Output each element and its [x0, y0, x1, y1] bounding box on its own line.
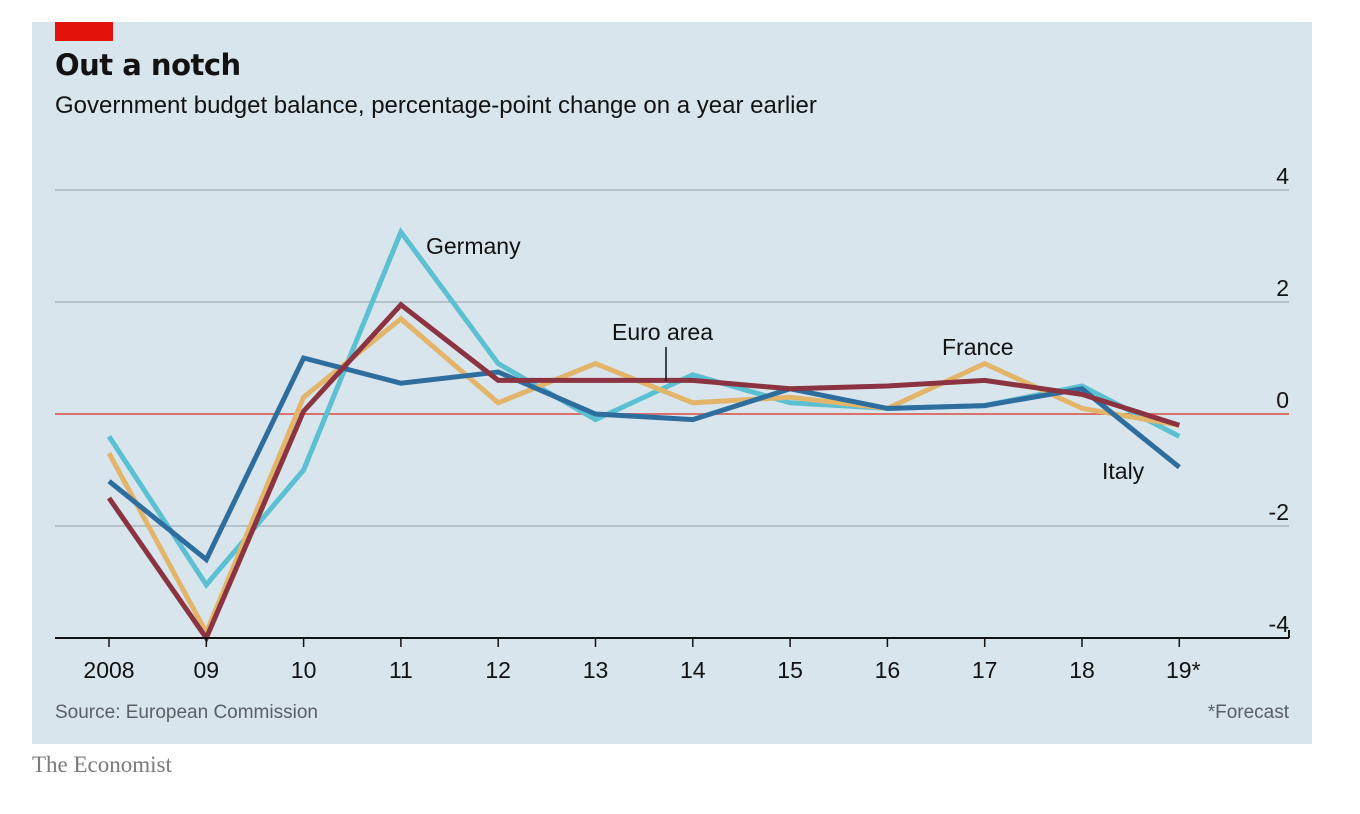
x-tick-label: 15 [777, 657, 803, 683]
gridlines [55, 189, 1289, 527]
y-tick-label: -4 [1269, 611, 1290, 637]
economist-brand: The Economist [32, 752, 172, 777]
brand-red-bar [55, 22, 113, 41]
x-tick-label: 13 [583, 657, 609, 683]
y-axis-labels: 4 2 0 -2 -4 [1269, 163, 1290, 637]
label-italy: Italy [1102, 458, 1145, 484]
y-tick-label: 0 [1276, 387, 1289, 413]
source-note: Source: European Commission [55, 702, 318, 723]
series-lines [106, 226, 1181, 644]
x-tick-label: 12 [485, 657, 511, 683]
chart-panel: Out a notch Government budget balance, p… [32, 22, 1312, 744]
label-euro-area: Euro area [612, 319, 713, 345]
label-france: France [942, 334, 1014, 360]
chart-title: Out a notch [55, 48, 241, 82]
series-line-france [106, 315, 1180, 639]
chart-subtitle: Government budget balance, percentage-po… [55, 92, 817, 119]
x-tick-label: 19* [1166, 657, 1201, 683]
x-axis: 2008 09 10 11 12 13 14 15 16 17 18 19* [55, 630, 1290, 683]
y-tick-label: 2 [1276, 275, 1289, 301]
series-annotations: Germany Euro area France Italy [426, 233, 1145, 484]
series-line-euro-area [106, 301, 1181, 644]
x-tick-label: 14 [680, 657, 706, 683]
y-tick-label: 4 [1276, 163, 1289, 189]
x-tick-label: 16 [875, 657, 901, 683]
x-tick-label: 2008 [83, 657, 134, 683]
x-tick-label: 17 [972, 657, 998, 683]
series-line-italy [107, 355, 1181, 564]
series-line-germany [106, 226, 1181, 589]
label-germany: Germany [426, 233, 521, 259]
y-tick-label: -2 [1269, 499, 1289, 525]
x-tick-label: 18 [1069, 657, 1095, 683]
x-tick-label: 09 [194, 657, 220, 683]
x-tick-label: 10 [291, 657, 317, 683]
x-tick-label: 11 [389, 657, 413, 683]
forecast-footnote: *Forecast [1207, 702, 1289, 723]
